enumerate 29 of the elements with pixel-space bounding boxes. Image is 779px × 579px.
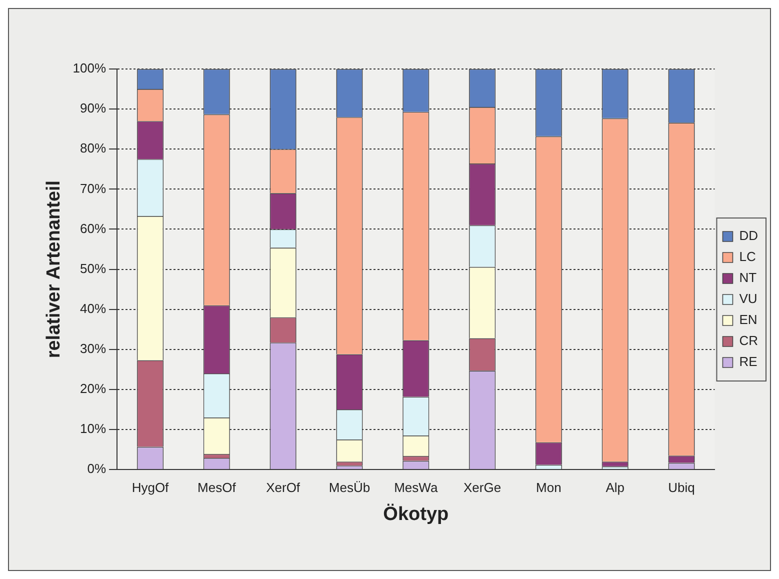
y-tick-label: 80%	[80, 140, 106, 156]
x-tick-label: MesWa	[394, 480, 438, 495]
legend-label: LC	[739, 249, 756, 264]
legend-label: CR	[739, 333, 758, 348]
x-tick-label: MesOf	[198, 480, 236, 495]
y-tick-label: 10%	[80, 421, 106, 436]
x-tick-label: HygOf	[132, 480, 170, 495]
y-tick-label: 60%	[80, 220, 106, 236]
legend-label: RE	[739, 354, 758, 370]
y-tick-label: 40%	[80, 300, 106, 316]
y-tick-label: 50%	[80, 260, 106, 276]
y-axis-title: relativer Artenanteil	[44, 180, 65, 358]
legend-label: EN	[739, 312, 758, 328]
legend-label: NT	[739, 270, 757, 286]
x-tick-label: Alp	[606, 480, 625, 495]
legend-label: VU	[739, 291, 758, 306]
x-tick-label: Ubiq	[668, 480, 695, 495]
x-tick-label: MesÜb	[328, 480, 370, 495]
y-tick-label: 0%	[87, 461, 106, 476]
y-tick-label: 30%	[80, 341, 106, 356]
x-tick-label: XerOf	[266, 480, 300, 495]
y-tick-label: 90%	[80, 100, 106, 116]
x-tick-label: XerGe	[464, 480, 502, 495]
x-axis-title: Ökotyp	[383, 502, 449, 525]
y-tick-label: 70%	[80, 180, 106, 196]
legend-label: DD	[739, 228, 758, 244]
x-tick-label: Mon	[536, 480, 562, 495]
y-tick-label: 20%	[80, 381, 106, 396]
y-tick-label: 100%	[72, 60, 106, 76]
